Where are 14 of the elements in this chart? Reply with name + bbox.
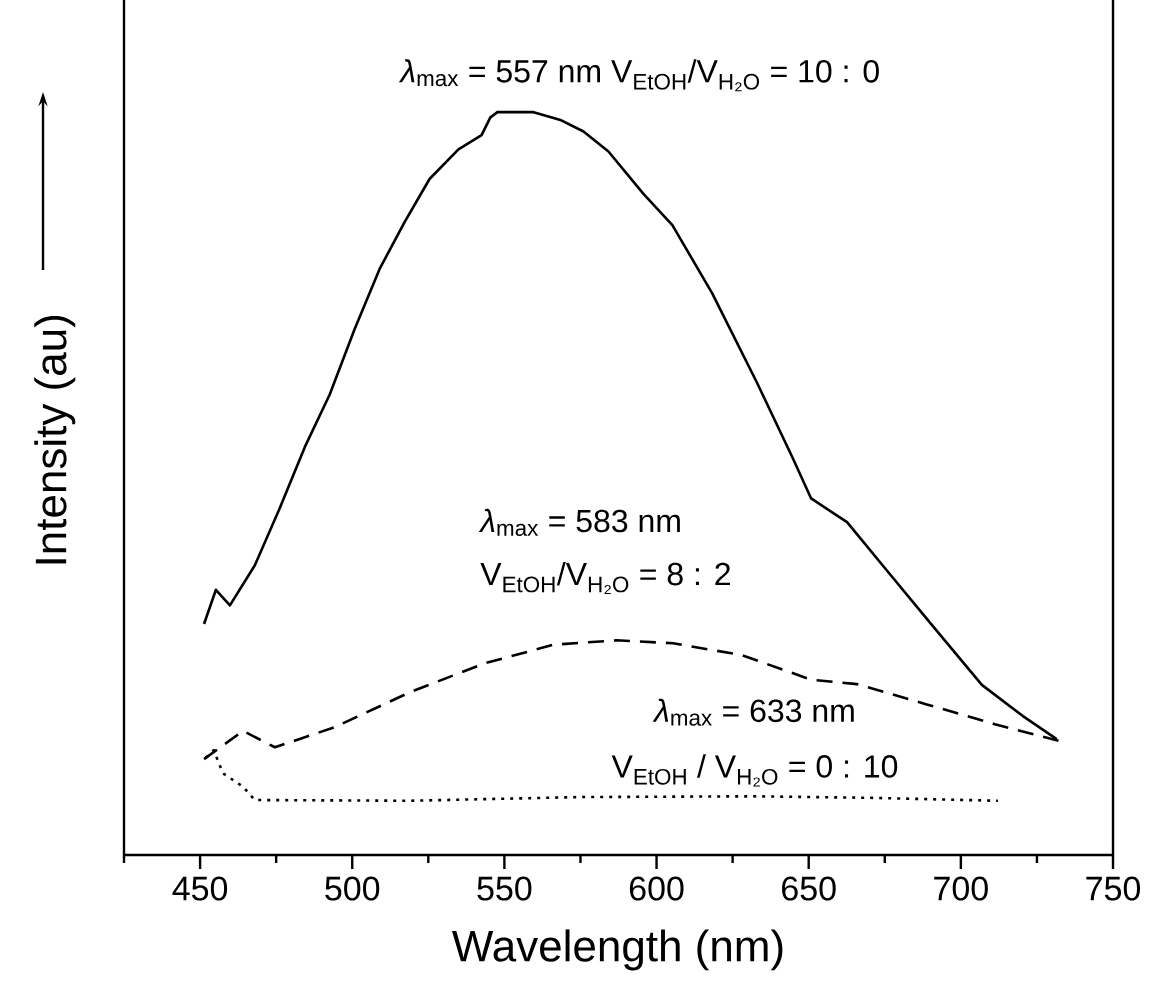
x-tick-label: 600 [629, 876, 684, 901]
text: λ$_{max}$ = 557 nm V$_{EtOH}$/V$_{H₂O}$ = 10 : 0 [398, 59, 879, 92]
x-tick-label: 500 [325, 876, 380, 901]
x-tick-label: 750 [1086, 876, 1141, 901]
x-tick-label: 700 [934, 876, 988, 901]
x-tick-label: 550 [477, 876, 532, 901]
annotation: λ$_{max}$ = 583 nm [478, 508, 680, 536]
annotation: V$_{EtOH}$/V$_{H₂O}$ = 8 : 2 [480, 561, 730, 595]
annotation: λ$_{max}$ = 633 nm [652, 698, 854, 726]
annotation: V$_{EtOH}$ / V$_{H₂O}$ = 0 : 10 [611, 754, 898, 787]
x-tick-label: 450 [172, 876, 228, 901]
x-axis-title: Wavelength (nm) [452, 929, 783, 971]
x-tick-label: 650 [782, 876, 836, 901]
y-axis-title: Intensity (au) [34, 315, 76, 564]
